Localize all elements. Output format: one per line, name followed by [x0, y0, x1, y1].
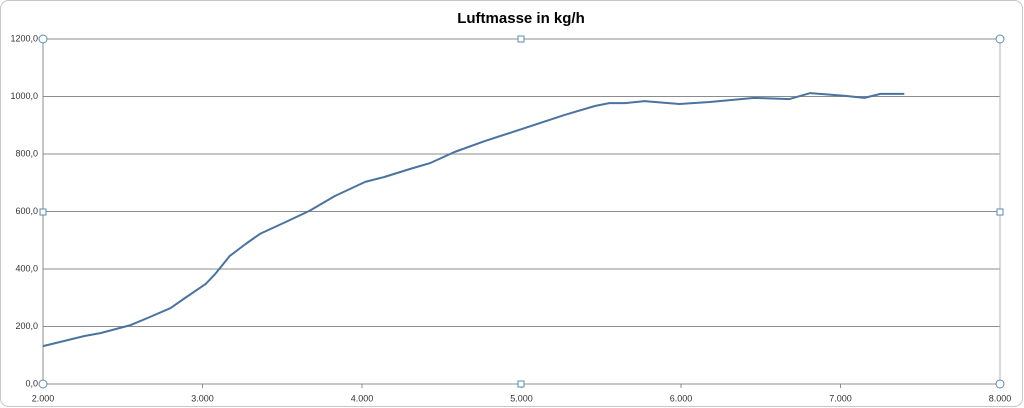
- plot-area: 0,0 200,0 400,0 600,0 800,0 1000,0 1200,0 2.000…: [10, 33, 1011, 403]
- handle: [517, 380, 525, 388]
- handle: [517, 35, 525, 43]
- y-tick-label: 600,0: [15, 206, 38, 216]
- handle: [995, 34, 1005, 44]
- data-line: [42, 92, 905, 348]
- chart-title: Luftmasse in kg/h: [457, 10, 585, 27]
- y-tick-label: 400,0: [15, 263, 38, 273]
- handle: [39, 208, 47, 216]
- x-tick-label: 7.000: [829, 393, 852, 403]
- x-tick-label: 6.000: [670, 393, 693, 403]
- x-tick-label: 4.000: [351, 393, 374, 403]
- y-tick-label: 1000,0: [10, 91, 38, 101]
- y-tick-label: 1200,0: [10, 33, 38, 43]
- handle: [996, 208, 1004, 216]
- y-tick-label: 200,0: [15, 321, 38, 331]
- x-tick-label: 3.000: [191, 393, 214, 403]
- y-tick-label: 800,0: [15, 148, 38, 158]
- selection-handles: [38, 34, 1005, 389]
- x-tick-label: 2.000: [32, 393, 55, 403]
- y-tick-label: 0,0: [25, 378, 38, 388]
- x-tick-label: 5.000: [510, 393, 533, 403]
- x-tick-label: 8.000: [989, 393, 1012, 403]
- handle: [38, 34, 48, 44]
- handle: [995, 379, 1005, 389]
- handle: [38, 379, 48, 389]
